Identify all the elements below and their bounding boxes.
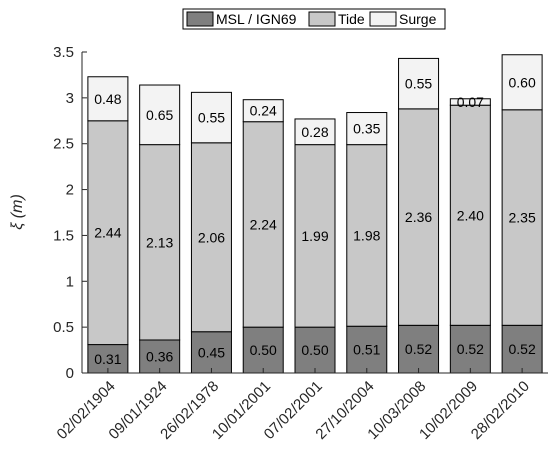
legend-label-1: Tide xyxy=(338,11,365,27)
bar-tide-3 xyxy=(242,121,284,328)
y-tick-label-4: 2 xyxy=(66,182,74,199)
bar-tide-6 xyxy=(398,108,440,326)
y-tick-label-6: 3 xyxy=(66,90,74,107)
data-label-surge-3: 0.24 xyxy=(250,103,277,119)
y-tick-label-7: 3.5 xyxy=(53,44,74,61)
legend: MSL / IGN69 Tide Surge xyxy=(182,8,446,30)
bar-surge-8 xyxy=(501,54,543,111)
data-label-surge-4: 0.28 xyxy=(301,124,328,140)
bar-msl-ign69-2 xyxy=(190,331,232,374)
legend-swatch-2 xyxy=(369,11,397,27)
data-label-msl-ign69-7: 0.52 xyxy=(457,341,484,357)
bar-surge-5 xyxy=(346,112,388,146)
legend-swatch-0 xyxy=(186,11,214,27)
data-label-msl-ign69-2: 0.45 xyxy=(198,344,225,360)
data-label-surge-2: 0.55 xyxy=(198,110,225,126)
data-label-surge-8: 0.60 xyxy=(508,74,535,90)
data-label-tide-6: 2.36 xyxy=(405,209,432,225)
bar-surge-6 xyxy=(398,57,440,110)
bar-tide-7 xyxy=(449,104,491,326)
legend-label-0: MSL / IGN69 xyxy=(216,11,297,27)
bar-surge-4 xyxy=(294,118,336,146)
data-label-msl-ign69-6: 0.52 xyxy=(405,341,432,357)
y-tick-label-3: 1.5 xyxy=(53,227,74,244)
data-label-surge-7: 0.07 xyxy=(457,94,484,110)
data-label-msl-ign69-8: 0.52 xyxy=(508,341,535,357)
y-tick-label-5: 2.5 xyxy=(53,136,74,153)
y-tick-label-2: 1 xyxy=(66,273,74,290)
data-label-msl-ign69-4: 0.50 xyxy=(301,342,328,358)
legend-label-2: Surge xyxy=(399,11,437,27)
bar-surge-3 xyxy=(242,99,284,123)
data-label-surge-1: 0.65 xyxy=(146,107,173,123)
bar-surge-1 xyxy=(139,84,181,146)
bar-tide-1 xyxy=(139,144,181,341)
data-label-tide-7: 2.40 xyxy=(457,207,484,223)
data-label-msl-ign69-1: 0.36 xyxy=(146,348,173,364)
y-tick-label-0: 0 xyxy=(66,365,74,382)
bar-msl-ign69-7 xyxy=(449,324,491,374)
bar-surge-7 xyxy=(449,98,491,106)
data-label-tide-8: 2.35 xyxy=(508,210,535,226)
bar-surge-0 xyxy=(87,76,129,122)
legend-swatch-1 xyxy=(308,11,336,27)
data-label-tide-1: 2.13 xyxy=(146,234,173,250)
data-label-tide-2: 2.06 xyxy=(198,229,225,245)
bar-surge-2 xyxy=(190,91,232,144)
data-label-surge-6: 0.55 xyxy=(405,76,432,92)
data-label-msl-ign69-0: 0.31 xyxy=(94,351,121,367)
data-label-tide-3: 2.24 xyxy=(250,216,277,232)
y-axis-label: ξ (m) xyxy=(9,194,26,230)
y-tick-label-1: 0.5 xyxy=(53,319,74,336)
data-label-surge-0: 0.48 xyxy=(94,91,121,107)
bars: 0.31 2.44 0.48 0.36 2.13 0.65 0.45 2.06 0.55 0.50… xyxy=(87,54,543,374)
data-label-msl-ign69-5: 0.51 xyxy=(353,342,380,358)
data-label-tide-0: 2.44 xyxy=(94,225,121,241)
bar-tide-4 xyxy=(294,144,336,328)
bar-tide-2 xyxy=(190,142,232,333)
data-label-tide-4: 1.99 xyxy=(301,228,328,244)
bar-tide-8 xyxy=(501,109,543,326)
data-label-surge-5: 0.35 xyxy=(353,121,380,137)
bar-msl-ign69-8 xyxy=(501,324,543,374)
bar-tide-5 xyxy=(346,144,388,327)
bar-msl-ign69-5 xyxy=(346,325,388,374)
data-label-tide-5: 1.98 xyxy=(353,227,380,243)
data-label-msl-ign69-3: 0.50 xyxy=(250,342,277,358)
